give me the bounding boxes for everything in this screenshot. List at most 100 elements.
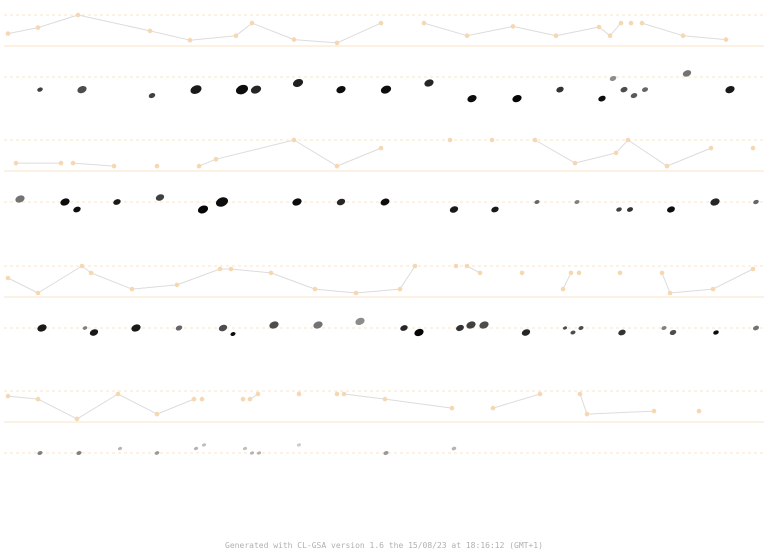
peach-dot — [651, 408, 657, 414]
note-head — [574, 200, 580, 204]
peach-dot — [217, 266, 223, 272]
note-head — [218, 324, 228, 332]
note-head — [620, 86, 628, 93]
note-head — [578, 326, 584, 330]
peach-dot — [617, 270, 623, 276]
note-head — [175, 325, 183, 331]
connector-line — [293, 39, 338, 44]
connector-line — [384, 398, 453, 409]
connector-line — [399, 265, 416, 290]
connector-line — [682, 35, 727, 41]
connector-line — [627, 139, 668, 167]
note-head — [383, 451, 389, 455]
note-head — [725, 85, 735, 94]
peach-dot — [233, 33, 239, 38]
peach-dot — [464, 33, 470, 38]
note-head — [256, 451, 262, 455]
peach-dot — [353, 290, 359, 296]
connector-line — [156, 398, 195, 415]
peach-dot — [532, 137, 538, 143]
note-head — [669, 329, 677, 336]
connector-line — [586, 410, 655, 415]
note-head — [556, 86, 564, 93]
note-head — [479, 321, 489, 329]
peach-dot — [213, 156, 219, 162]
peach-dot — [378, 145, 384, 151]
peach-dot — [560, 286, 566, 292]
connector-line — [198, 158, 217, 167]
peach-dot — [5, 393, 11, 399]
connector-line — [90, 272, 133, 290]
peach-dot — [58, 160, 64, 166]
peach-dot — [553, 33, 559, 38]
peach-dot — [680, 33, 686, 38]
peach-dot — [421, 20, 427, 26]
peach-dot — [618, 20, 624, 26]
note-head — [292, 198, 302, 206]
note-head — [249, 451, 255, 455]
peach-dot — [577, 391, 583, 397]
connector-line — [598, 26, 611, 37]
peach-dot — [334, 163, 340, 169]
connector-line — [555, 26, 600, 37]
note-head — [193, 446, 199, 451]
peach-dot — [35, 396, 41, 402]
peach-dot — [723, 37, 729, 42]
peach-dot — [613, 150, 619, 156]
connector-line — [215, 139, 295, 160]
peach-dot — [664, 163, 670, 169]
connector-line — [492, 393, 541, 409]
peach-dot — [5, 31, 11, 36]
peach-dot — [696, 408, 702, 414]
connector-line — [37, 398, 78, 420]
peach-dot — [708, 145, 714, 151]
note-head — [190, 85, 202, 94]
note-head — [269, 321, 279, 329]
connector-line — [37, 14, 79, 29]
note-head — [296, 443, 302, 447]
footer-credit: Generated with CL-GSA version 1.6 the 15… — [225, 541, 543, 550]
note-head — [456, 324, 464, 332]
connector-line — [149, 30, 191, 41]
peach-dot — [240, 396, 246, 402]
note-head — [562, 326, 568, 330]
peach-dot — [710, 286, 716, 292]
peach-dot — [639, 20, 645, 26]
connector-line — [423, 22, 468, 37]
note-head — [598, 95, 606, 102]
peach-dot — [750, 266, 756, 272]
connector-line — [77, 14, 151, 32]
connector-line — [712, 268, 754, 290]
note-head — [630, 93, 638, 99]
connector-line — [666, 147, 712, 167]
peach-dot — [291, 137, 297, 143]
note-head — [449, 206, 459, 213]
peach-dot — [453, 263, 459, 269]
note-head — [661, 326, 667, 330]
note-head — [618, 329, 626, 336]
connector-line — [7, 395, 39, 400]
connector-line — [251, 22, 295, 41]
note-head — [753, 199, 759, 205]
peach-dot — [154, 163, 160, 169]
peach-dot — [382, 396, 388, 402]
connector-line — [235, 22, 253, 37]
peach-dot — [296, 391, 302, 397]
peach-dot — [334, 391, 340, 397]
connector-line — [579, 393, 588, 415]
peach-dot — [70, 160, 76, 166]
note-head — [117, 446, 123, 451]
note-head — [414, 328, 424, 337]
peach-dot — [584, 411, 590, 417]
note-head — [82, 326, 88, 330]
peach-dot — [464, 263, 470, 269]
note-head — [336, 198, 346, 206]
peach-dot — [312, 286, 318, 292]
connector-line — [534, 139, 576, 164]
connector-line — [7, 27, 39, 35]
note-head — [230, 332, 236, 336]
note-head — [148, 93, 156, 99]
peach-dot — [659, 270, 665, 276]
peach-dot — [412, 263, 418, 269]
peach-dot — [537, 391, 543, 397]
